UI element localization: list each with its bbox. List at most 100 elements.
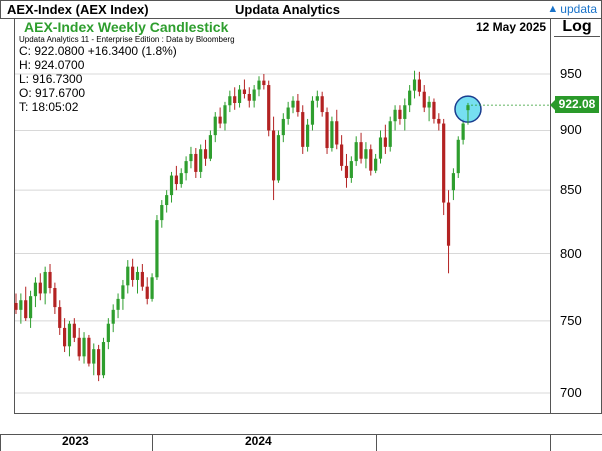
candle[interactable] xyxy=(150,273,154,302)
candle[interactable] xyxy=(72,318,76,343)
candle[interactable] xyxy=(349,156,353,183)
candle[interactable] xyxy=(306,118,310,152)
candle[interactable] xyxy=(106,318,110,350)
candle[interactable] xyxy=(330,116,334,152)
candle[interactable] xyxy=(155,215,159,280)
candle[interactable] xyxy=(276,130,281,183)
candle[interactable] xyxy=(135,266,140,294)
candle[interactable] xyxy=(432,98,436,124)
candle[interactable] xyxy=(92,343,96,376)
candle[interactable] xyxy=(233,87,237,110)
candle[interactable] xyxy=(14,293,18,314)
candle[interactable] xyxy=(82,332,86,364)
candle[interactable] xyxy=(140,264,144,291)
candle[interactable] xyxy=(427,96,431,122)
candle[interactable] xyxy=(383,124,387,154)
candle[interactable] xyxy=(63,318,67,353)
candle[interactable] xyxy=(408,85,412,113)
candle[interactable] xyxy=(296,93,300,117)
candle[interactable] xyxy=(437,113,441,131)
candle[interactable] xyxy=(213,112,217,143)
candle[interactable] xyxy=(267,80,271,137)
candle[interactable] xyxy=(174,165,178,191)
candle[interactable] xyxy=(417,71,421,97)
candle[interactable] xyxy=(301,105,305,154)
candle[interactable] xyxy=(398,105,402,125)
candle[interactable] xyxy=(456,136,460,178)
candle[interactable] xyxy=(19,293,23,324)
candle[interactable] xyxy=(359,132,363,164)
candle[interactable] xyxy=(58,300,62,335)
candle[interactable] xyxy=(422,85,426,113)
candle[interactable] xyxy=(116,293,120,319)
candle[interactable] xyxy=(340,135,344,171)
candle[interactable] xyxy=(184,156,188,181)
candle[interactable] xyxy=(262,74,266,90)
candle[interactable] xyxy=(291,96,295,114)
candle-body xyxy=(228,96,232,106)
candle[interactable] xyxy=(344,153,349,188)
candle[interactable] xyxy=(194,148,198,178)
candle[interactable] xyxy=(160,200,164,228)
candle[interactable] xyxy=(320,91,324,117)
candle[interactable] xyxy=(121,279,125,310)
candle[interactable] xyxy=(38,273,42,301)
candle[interactable] xyxy=(101,337,106,379)
candle[interactable] xyxy=(169,171,174,203)
candle[interactable] xyxy=(247,87,251,108)
candle[interactable] xyxy=(257,76,261,97)
candle[interactable] xyxy=(165,190,169,213)
candle[interactable] xyxy=(325,107,329,154)
candle[interactable] xyxy=(393,105,397,131)
candle[interactable] xyxy=(199,144,203,178)
candle[interactable] xyxy=(67,320,72,357)
price-axis[interactable] xyxy=(551,18,602,414)
candle[interactable] xyxy=(354,136,358,166)
candle[interactable] xyxy=(286,101,290,125)
candle[interactable] xyxy=(237,85,242,108)
candle[interactable] xyxy=(145,277,149,305)
candle[interactable] xyxy=(53,282,57,314)
candle[interactable] xyxy=(461,118,465,145)
candle[interactable] xyxy=(242,79,247,99)
candle[interactable] xyxy=(208,130,212,162)
candle[interactable] xyxy=(24,286,28,321)
candle[interactable] xyxy=(364,142,368,169)
candle[interactable] xyxy=(388,116,392,152)
candle[interactable] xyxy=(111,304,115,333)
candle[interactable] xyxy=(252,85,256,108)
candle[interactable] xyxy=(228,90,232,113)
candle[interactable] xyxy=(43,266,47,305)
candle[interactable] xyxy=(218,107,222,129)
candle-body xyxy=(257,80,261,90)
candle[interactable] xyxy=(97,344,101,382)
candle[interactable] xyxy=(281,113,285,143)
candle[interactable] xyxy=(223,101,227,131)
candle[interactable] xyxy=(315,90,319,108)
candle[interactable] xyxy=(28,290,33,328)
candle[interactable] xyxy=(48,264,52,294)
candle[interactable] xyxy=(33,277,38,308)
last-price-label: 922.08 xyxy=(550,96,599,113)
candle[interactable] xyxy=(189,146,193,169)
candle[interactable] xyxy=(271,116,276,201)
candle[interactable] xyxy=(179,168,183,188)
candle[interactable] xyxy=(378,130,383,164)
candle[interactable] xyxy=(335,109,339,150)
candle[interactable] xyxy=(87,334,91,367)
candle[interactable] xyxy=(403,98,407,131)
candle[interactable] xyxy=(369,144,373,176)
candle[interactable] xyxy=(446,190,451,274)
candle[interactable] xyxy=(203,139,208,166)
log-scale-toggle[interactable]: Log xyxy=(554,17,600,37)
candle[interactable] xyxy=(442,118,446,216)
candle[interactable] xyxy=(131,258,135,287)
candle[interactable] xyxy=(126,260,130,294)
candle[interactable] xyxy=(466,102,470,125)
candle[interactable] xyxy=(451,168,455,201)
candle[interactable] xyxy=(310,96,315,131)
candle[interactable] xyxy=(77,327,81,361)
candle[interactable] xyxy=(412,70,417,99)
candle[interactable] xyxy=(374,153,378,174)
